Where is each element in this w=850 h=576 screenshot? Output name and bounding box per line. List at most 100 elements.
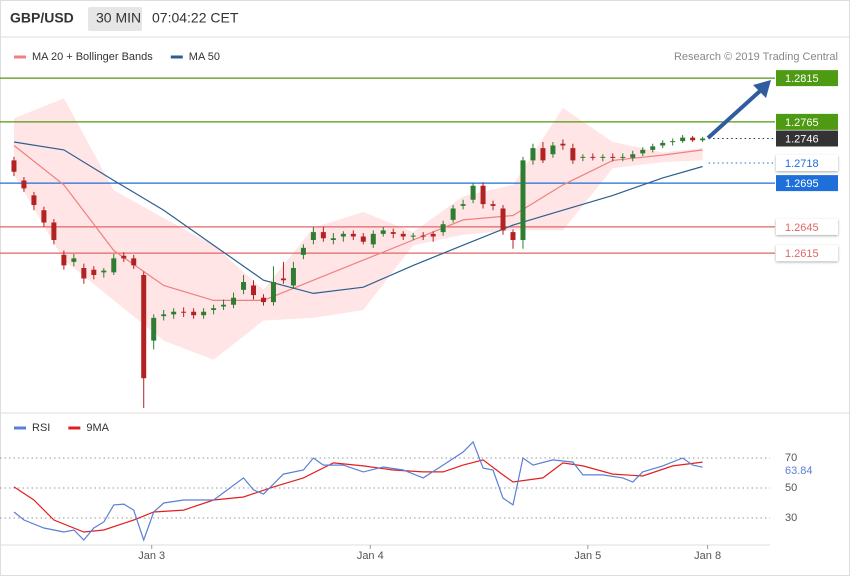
bollinger-band — [14, 98, 703, 360]
ma-line — [13, 145, 703, 301]
candle-body — [500, 208, 506, 231]
candle-body — [480, 185, 486, 205]
credit: Research © 2019 Trading Central — [674, 51, 838, 63]
x-tick-label: Jan 4 — [357, 550, 384, 562]
level-label: 1.2765 — [785, 117, 819, 129]
legend-label: RSI — [32, 422, 50, 434]
level-label: 1.2695 — [785, 178, 819, 190]
candle-body — [470, 185, 476, 200]
candle-body — [650, 146, 656, 150]
candle-body — [410, 235, 416, 237]
x-tick-label: Jan 8 — [694, 550, 721, 562]
candle-body — [330, 238, 336, 240]
y-tick-label: 30 — [785, 512, 797, 524]
candle-body — [580, 156, 586, 158]
candle-body — [680, 137, 686, 142]
candle-body — [290, 267, 296, 286]
candle-body — [241, 281, 247, 290]
level-label-box — [776, 154, 838, 171]
level-label-box — [776, 175, 838, 192]
level-label-box — [776, 113, 838, 130]
candle-body — [350, 233, 356, 237]
candle-body — [420, 235, 426, 237]
ma-line — [13, 141, 703, 295]
candle-body — [270, 281, 276, 303]
candle-body — [700, 138, 706, 141]
candle-body — [510, 232, 516, 240]
candle-body — [251, 285, 257, 296]
candle-body — [260, 297, 266, 303]
candle-body — [630, 154, 636, 158]
candle-body — [670, 141, 676, 143]
candle-body — [690, 137, 696, 141]
candle-body — [390, 232, 396, 234]
candle-body — [91, 269, 97, 275]
candle-body — [610, 156, 616, 158]
legend-label: MA 20 + Bollinger Bands — [32, 51, 153, 63]
candle-body — [460, 204, 466, 206]
candle-body — [450, 208, 456, 220]
x-tick-label: Jan 3 — [138, 550, 165, 562]
y-tick-label: 50 — [785, 482, 797, 494]
level-label: 1.2718 — [785, 158, 819, 170]
candle-body — [550, 145, 556, 155]
candle-body — [280, 278, 286, 281]
level-label-box — [776, 245, 838, 262]
candle-body — [490, 204, 496, 206]
candle-body — [540, 148, 546, 161]
legend-label: MA 50 — [189, 51, 220, 63]
candle-body — [101, 270, 107, 273]
candle-body — [211, 308, 217, 310]
candle-body — [131, 258, 137, 266]
candle-body — [161, 314, 167, 317]
level-label: 1.2746 — [785, 133, 819, 145]
candle-body — [51, 222, 57, 240]
candle-body — [21, 180, 27, 189]
candle-body — [600, 156, 606, 158]
candle-body — [41, 210, 47, 223]
legend-label: 9MA — [86, 422, 109, 434]
forecast-arrow — [706, 89, 762, 140]
candle-body — [201, 311, 207, 316]
candle-body — [620, 156, 626, 158]
level-label-box — [776, 218, 838, 235]
candle-body — [31, 195, 37, 205]
plot-layer: 1.2815 1.2765 1.2746 1.2718 1.2695 1.2645 1.26… — [0, 51, 838, 562]
forecast-arrow-head — [753, 80, 771, 98]
candle-body — [11, 160, 17, 172]
candle-body — [231, 297, 237, 305]
last-value-label: 63.84 — [785, 465, 813, 477]
candle-body — [81, 267, 87, 279]
level-label: 1.2815 — [785, 73, 819, 85]
candle-body — [370, 233, 376, 245]
candle-body — [151, 317, 157, 341]
timeframe-box — [88, 7, 142, 31]
candle-body — [520, 160, 526, 240]
candle-body — [310, 232, 316, 240]
level-label-box — [776, 70, 838, 87]
candle-body — [121, 255, 127, 259]
candle-body — [61, 254, 67, 266]
candle-body — [191, 311, 197, 316]
candle-body — [171, 311, 177, 315]
candle-body — [181, 311, 187, 313]
candle-body — [111, 258, 117, 273]
symbol: GBP/USD — [10, 10, 74, 26]
indicator-line — [13, 440, 703, 542]
candle-body — [141, 274, 147, 379]
candle-body — [570, 148, 576, 161]
candle-body — [590, 156, 596, 158]
candle-body — [221, 304, 227, 307]
candle-body — [71, 258, 77, 262]
candle-body — [640, 149, 646, 154]
x-tick-label: Jan 5 — [574, 550, 601, 562]
candle-body — [320, 232, 326, 239]
candle-body — [380, 230, 386, 234]
candle-body — [530, 148, 536, 161]
level-label-box — [776, 130, 838, 147]
level-label: 1.2615 — [785, 248, 819, 260]
candle-body — [560, 143, 566, 146]
time: 07:04:22 CET — [152, 10, 239, 26]
candle-body — [440, 224, 446, 233]
